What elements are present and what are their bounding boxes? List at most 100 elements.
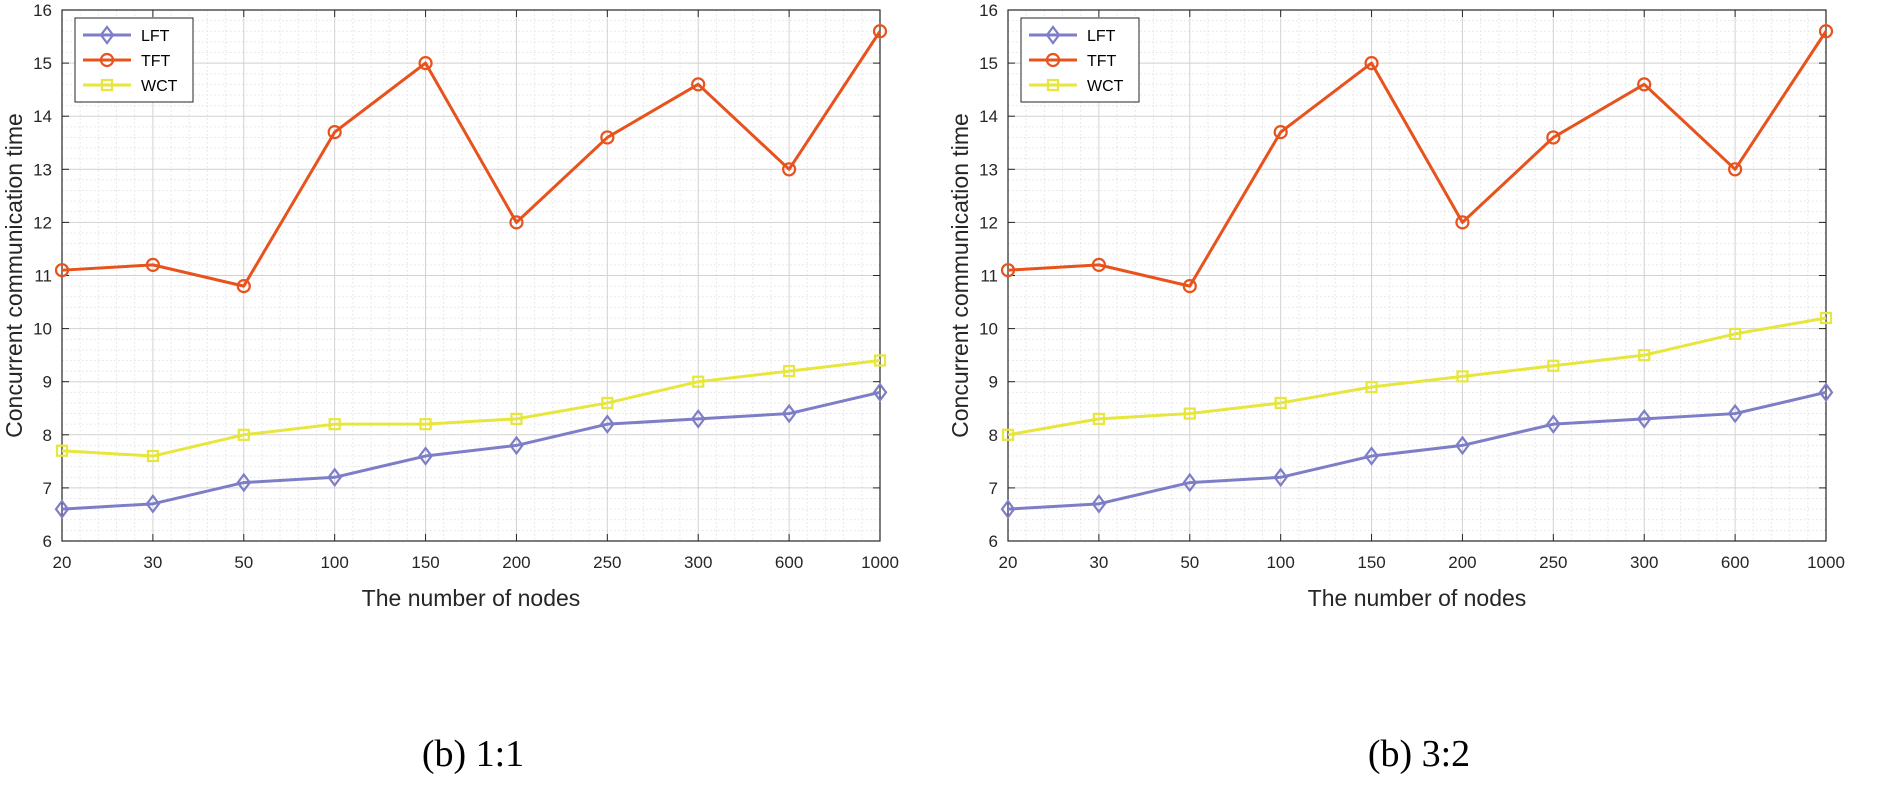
x-tick-label: 100 [320,553,348,572]
y-tick-label: 8 [43,426,52,445]
y-tick-label: 14 [33,107,52,126]
data-point-tft [600,130,615,145]
chart-panel-right: 20 30 50 100 150 200 250 300 600 1000 6 7 8 9 10 11 12 13… [946,0,1892,809]
data-point-lft [236,472,252,493]
data-point-tft [1273,125,1288,140]
y-tick-label: 16 [33,1,52,20]
x-tick-label: 600 [1721,553,1749,572]
y-tick-label: 15 [979,54,998,73]
data-point-wct [237,428,250,441]
x-tick-label: 30 [143,553,162,572]
x-tick-label: 250 [593,553,621,572]
legend-label-lft: LFT [141,28,170,45]
y-tick-label: 14 [979,107,998,126]
legend-label-tft: TFT [141,53,171,70]
x-tick-label: 20 [999,553,1018,572]
data-point-wct [55,444,69,457]
data-point-wct [1001,428,1015,441]
data-point-tft [1546,130,1561,145]
x-tick-label: 300 [1630,553,1658,572]
data-point-tft [1182,279,1197,294]
data-point-wct [1729,327,1742,341]
data-point-tft [418,55,433,71]
data-point-tft [691,77,706,92]
y-tick-label: 6 [43,532,52,551]
x-tick-label: 250 [1539,553,1567,572]
chart-panel-left: 20 30 50 100 150 200 250 300 600 1000 6 7 8 9 10 11 12 13… [1,1,899,775]
data-point-lft [1636,409,1652,429]
data-point-tft [145,257,160,272]
data-point-tft [236,279,251,294]
data-point-wct [1092,412,1105,425]
data-point-wct [1456,370,1469,383]
y-axis-label: Concurrent communication time [947,113,973,438]
data-point-lft [872,382,888,403]
x-tick-label: 1000 [861,553,899,572]
series-line-tft [1007,30,1828,288]
data-point-wct [1274,396,1287,410]
legend-marker-tft [1045,52,1061,68]
data-point-tft [1818,24,1834,39]
chart-svg: 20 30 50 100 150 200 250 300 600 1000 6 7 8 9 10 11 12 13… [947,1,1845,611]
data-point-tft [327,125,342,140]
data-point-tft [1455,215,1470,230]
x-tick-label: 100 [1266,553,1294,572]
x-tick-label: 30 [1089,553,1108,572]
data-point-lft [1455,435,1470,456]
series-line-lft [1007,390,1827,511]
data-point-tft [1637,77,1652,92]
legend-marker-lft [1045,25,1061,45]
data-point-lft [327,467,343,488]
data-point-lft [54,499,70,519]
legend-label-wct: WCT [141,78,178,95]
legend-label-wct: WCT [1087,78,1124,95]
data-point-lft [1000,499,1016,519]
data-point-wct [1547,359,1560,372]
y-tick-label: 11 [34,267,52,286]
y-tick-label: 12 [979,213,998,232]
data-point-wct [146,449,159,463]
y-tick-label: 9 [989,373,998,392]
data-point-lft [1727,403,1743,424]
legend-marker-wct [1046,78,1060,92]
data-point-tft [782,162,797,177]
chart-caption: (b) 3:2 [1367,733,1471,775]
data-point-lft [1182,472,1198,493]
data-point-lft [418,446,433,466]
y-tick-label: 15 [33,54,52,73]
data-point-lft [1364,446,1379,466]
data-point-wct [1819,311,1833,325]
x-tick-label: 200 [1448,553,1476,572]
data-point-lft [1545,414,1561,435]
data-point-tft [872,24,888,39]
x-tick-label: 50 [234,553,253,572]
data-point-wct [328,418,341,431]
y-tick-label: 13 [979,160,998,179]
data-point-lft [690,409,706,429]
x-tick-label: 1000 [1807,553,1845,572]
data-point-tft [1091,257,1106,272]
data-point-lft [1273,467,1289,488]
data-point-lft [781,403,797,424]
x-tick-label: 150 [1357,553,1385,572]
data-point-tft [509,215,524,230]
x-axis-label: The number of nodes [362,585,581,611]
data-point-tft [1000,263,1016,278]
series-line-wct [1007,316,1827,437]
x-tick-label: 150 [411,553,439,572]
y-tick-label: 10 [33,320,52,339]
data-point-tft [1364,55,1379,71]
x-tick-label: 20 [53,553,72,572]
y-tick-label: 13 [33,160,52,179]
data-point-lft [1091,493,1107,514]
y-tick-label: 12 [33,213,52,232]
data-point-wct [692,375,705,388]
y-tick-label: 10 [979,320,998,339]
data-point-wct [1365,380,1378,394]
x-tick-label: 50 [1180,553,1199,572]
data-point-lft [509,435,524,456]
x-tick-label: 600 [775,553,803,572]
x-axis-label: The number of nodes [1308,585,1527,611]
data-point-wct [419,418,432,431]
x-tick-label: 200 [502,553,530,572]
